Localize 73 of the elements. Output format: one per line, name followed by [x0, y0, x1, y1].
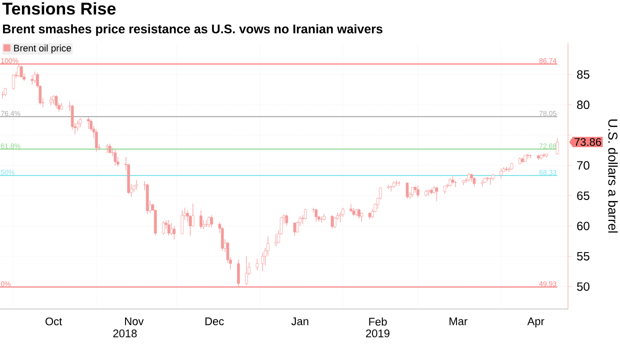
y-tick-label: 80 — [577, 100, 590, 110]
candlestick — [358, 208, 360, 220]
candlestick — [350, 204, 352, 213]
y-tick-label: 65 — [577, 191, 590, 200]
y-tick-label: 60 — [577, 222, 590, 230]
chart-title: Tensions Rise — [2, 2, 116, 15]
candlestick — [274, 234, 278, 247]
candlestick — [220, 226, 224, 252]
candlestick — [261, 252, 264, 272]
candlestick — [208, 216, 210, 228]
candlestick — [12, 74, 15, 90]
candlestick — [210, 214, 214, 228]
x-tick-label: Apr — [527, 318, 544, 328]
candlestick — [170, 222, 173, 236]
candlestick — [95, 129, 98, 152]
candlestick — [462, 180, 465, 186]
candlestick — [314, 208, 318, 222]
candlestick — [556, 138, 559, 155]
x-tick-label: Feb — [369, 318, 387, 326]
x-tick-label: Jan — [291, 318, 308, 326]
text: 2018 — [113, 330, 137, 338]
candlestick — [237, 259, 240, 288]
candlestick — [52, 94, 55, 104]
x-tick-label: Dec — [205, 318, 224, 326]
candlestick — [76, 120, 80, 132]
candlestick — [508, 166, 510, 172]
candlestick — [114, 149, 117, 166]
candlestick — [200, 210, 202, 230]
candlestick — [17, 64, 20, 78]
candlestick — [293, 222, 296, 236]
candlestick — [304, 208, 307, 220]
candlestick — [108, 143, 112, 154]
candlestick — [30, 74, 34, 86]
candlestick — [245, 256, 248, 286]
candlestick — [135, 180, 138, 190]
annotation: 73.86 — [574, 138, 602, 146]
candlestick — [330, 214, 334, 229]
candlestick — [411, 186, 414, 198]
text: 2019 — [366, 330, 390, 338]
candlestick — [406, 182, 409, 200]
candlestick — [334, 216, 336, 229]
candlestick — [416, 185, 420, 198]
x-tick-label: Mar — [450, 318, 468, 326]
candlestick — [87, 116, 90, 130]
y-tick-label: 70 — [577, 161, 590, 170]
candlestick — [167, 220, 170, 236]
candlestick — [202, 220, 206, 230]
y-tick-label: 85 — [577, 70, 590, 79]
legend-label: Brent oil price — [14, 44, 72, 54]
x-tick-label: Nov — [125, 318, 144, 326]
chart-subtitle: Brent smashes price resistance as U.S. vows no Iranian waivers — [3, 24, 382, 36]
candlestick — [435, 186, 438, 202]
candlestick — [395, 180, 398, 186]
candlestick — [387, 184, 390, 190]
candlestick — [180, 210, 184, 234]
y-axis-title: U.S. dollars a barrel — [608, 120, 618, 233]
candlestick — [172, 226, 176, 240]
candlestick — [360, 212, 364, 222]
candlestick — [162, 220, 165, 235]
candlestick — [54, 94, 58, 109]
candlestick — [78, 118, 82, 128]
candlestick — [33, 71, 36, 84]
candlestick — [106, 144, 109, 154]
candlestick — [472, 177, 476, 187]
candlestick — [20, 65, 23, 78]
candlestick — [500, 168, 502, 180]
candlestick — [285, 214, 288, 226]
x-tick-label: Oct — [46, 318, 62, 326]
candlestick — [338, 212, 342, 223]
y-tick-label: 50 — [577, 282, 590, 291]
candlestick — [50, 96, 52, 106]
candlestick — [256, 258, 259, 271]
y-tick-label: 55 — [577, 252, 590, 260]
